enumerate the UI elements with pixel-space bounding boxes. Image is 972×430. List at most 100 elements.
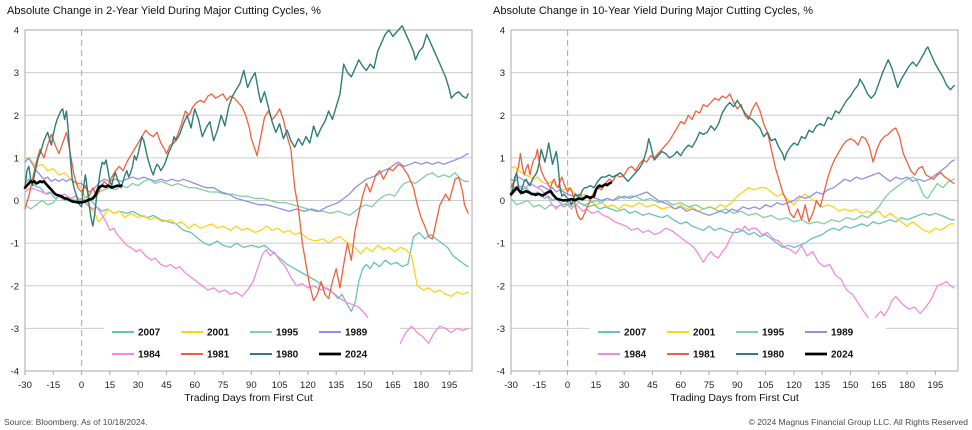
legend-label-1981: 1981 [693, 350, 716, 361]
x-tick-label: 30 [133, 380, 144, 391]
x-tick-label: 30 [619, 380, 630, 391]
y-tick-label: 2 [14, 111, 19, 122]
x-tick-label: 135 [814, 380, 830, 391]
x-tick-label: 75 [704, 380, 715, 391]
legend-background [590, 318, 886, 368]
x-axis-ticks: -30 -15 0 15 30 45 60 75 90 105 120 135 150 165 180 195 [18, 371, 457, 391]
copyright-note: © 2024 Magnus Financial Group LLC. All R… [748, 417, 968, 427]
x-tick-label: 105 [272, 380, 288, 391]
x-tick-label: 105 [758, 380, 774, 391]
x-tick-label: 75 [218, 380, 229, 391]
legend-label-1989: 1989 [831, 328, 854, 339]
chart-panel-10yr: Absolute Change in 10-Year Yield During … [486, 0, 972, 430]
x-tick-label: 135 [328, 380, 344, 391]
chart-title-2yr: Absolute Change in 2-Year Yield During M… [7, 5, 321, 17]
x-tick-label: 45 [647, 380, 658, 391]
x-tick-label: 45 [161, 380, 172, 391]
series-line-1984 [510, 182, 955, 323]
y-tick-label: 3 [500, 68, 505, 79]
series-line-1989 [510, 159, 955, 217]
y-tick-label: 0 [14, 196, 19, 207]
legend-background [104, 318, 400, 368]
legend-label-2007: 2007 [138, 328, 161, 339]
x-tick-label: -30 [18, 380, 32, 391]
y-tick-label: -3 [497, 324, 505, 335]
y-tick-label: -3 [11, 324, 19, 335]
series-line-1981 [510, 93, 955, 223]
legend: 2007 2001 1995 1989 1984 1981 1980 2024 [590, 318, 886, 368]
footer: Source: Bloomberg. As of 10/18/2024. © 2… [0, 417, 972, 427]
y-tick-label: 0 [500, 196, 505, 207]
legend-label-1980: 1980 [762, 350, 785, 361]
legend-label-1984: 1984 [624, 350, 647, 361]
x-axis-label-10yr: Trading Days from First Cut [670, 392, 799, 404]
x-tick-label: 120 [786, 380, 802, 391]
x-tick-label: 195 [927, 380, 943, 391]
plot-border [24, 29, 473, 372]
legend-label-2024: 2024 [831, 350, 854, 361]
y-tick-label: 3 [14, 68, 19, 79]
x-tick-label: 60 [675, 380, 686, 391]
chart-panel-2yr: Absolute Change in 2-Year Yield During M… [7, 5, 473, 404]
x-tick-label: 0 [79, 380, 84, 391]
series-line-1989 [24, 152, 469, 212]
y-tick-label: 1 [14, 153, 19, 164]
legend-label-1981: 1981 [207, 350, 230, 361]
x-tick-label: 180 [413, 380, 429, 391]
legend-label-2001: 2001 [693, 328, 716, 339]
x-axis-ticks: -30 -15 0 15 30 45 60 75 90 105 120 135 150 165 180 195 [504, 371, 943, 391]
x-tick-label: 150 [843, 380, 859, 391]
y-tick-label: -1 [11, 239, 19, 250]
legend-label-1984: 1984 [138, 350, 161, 361]
x-tick-label: -15 [46, 380, 60, 391]
legend-label-1995: 1995 [276, 328, 299, 339]
x-tick-label: 180 [899, 380, 915, 391]
series-lines [509, 46, 955, 323]
legend-label-1989: 1989 [345, 328, 368, 339]
x-tick-label: 0 [565, 380, 570, 391]
legend-label-2001: 2001 [207, 328, 230, 339]
x-tick-label: 150 [357, 380, 373, 391]
y-tick-label: -2 [497, 281, 505, 292]
legend-label-2024: 2024 [345, 350, 368, 361]
series-lines [23, 25, 469, 349]
legend-label-1995: 1995 [762, 328, 785, 339]
x-tick-label: 15 [105, 380, 116, 391]
x-tick-label: 120 [300, 380, 316, 391]
source-note: Source: Bloomberg. As of 10/18/2024. [4, 417, 148, 427]
series-line-2001 [24, 157, 469, 298]
x-tick-label: 165 [871, 380, 887, 391]
series-line-1980 [510, 46, 955, 206]
x-axis-label-2yr: Trading Days from First Cut [184, 392, 313, 404]
y-tick-label: 4 [500, 26, 505, 37]
series-line-1980 [24, 25, 469, 227]
y-tick-label: -2 [11, 281, 19, 292]
x-tick-label: 15 [591, 380, 602, 391]
series-line-2001 [510, 165, 955, 234]
plot-border [510, 29, 959, 372]
y-tick-label: -4 [11, 367, 19, 378]
chart-title-10yr: Absolute Change in 10-Year Yield During … [493, 5, 813, 17]
series-line-2024 [509, 181, 613, 202]
legend: 2007 2001 1995 1989 1984 1981 1980 2024 [104, 318, 400, 368]
chart-plot-10yr: 4 3 2 1 0 -1 -2 -3 -4 -30 -15 0 15 30 45 60 75 90 105 120 13… [497, 26, 959, 391]
y-tick-label: -1 [497, 239, 505, 250]
x-tick-label: 90 [732, 380, 743, 391]
x-tick-label: 60 [189, 380, 200, 391]
y-tick-label: 4 [14, 26, 19, 37]
series-line-2024 [23, 180, 123, 204]
series-line-1981 [24, 93, 469, 302]
y-tick-label: 1 [500, 153, 505, 164]
chart-plot-2yr: 4 3 2 1 0 -1 -2 -3 -4 -30 -15 0 15 30 45 60 75 90 105 120 13… [11, 25, 473, 391]
x-tick-label: -15 [532, 380, 546, 391]
legend-label-2007: 2007 [624, 328, 647, 339]
x-tick-label: 165 [385, 380, 401, 391]
x-tick-label: 195 [441, 380, 457, 391]
series-line-1995 [510, 176, 955, 225]
y-tick-label: 2 [500, 111, 505, 122]
x-tick-label: -30 [504, 380, 518, 391]
x-tick-label: 90 [246, 380, 257, 391]
y-tick-label: -4 [497, 367, 505, 378]
legend-label-1980: 1980 [276, 350, 299, 361]
